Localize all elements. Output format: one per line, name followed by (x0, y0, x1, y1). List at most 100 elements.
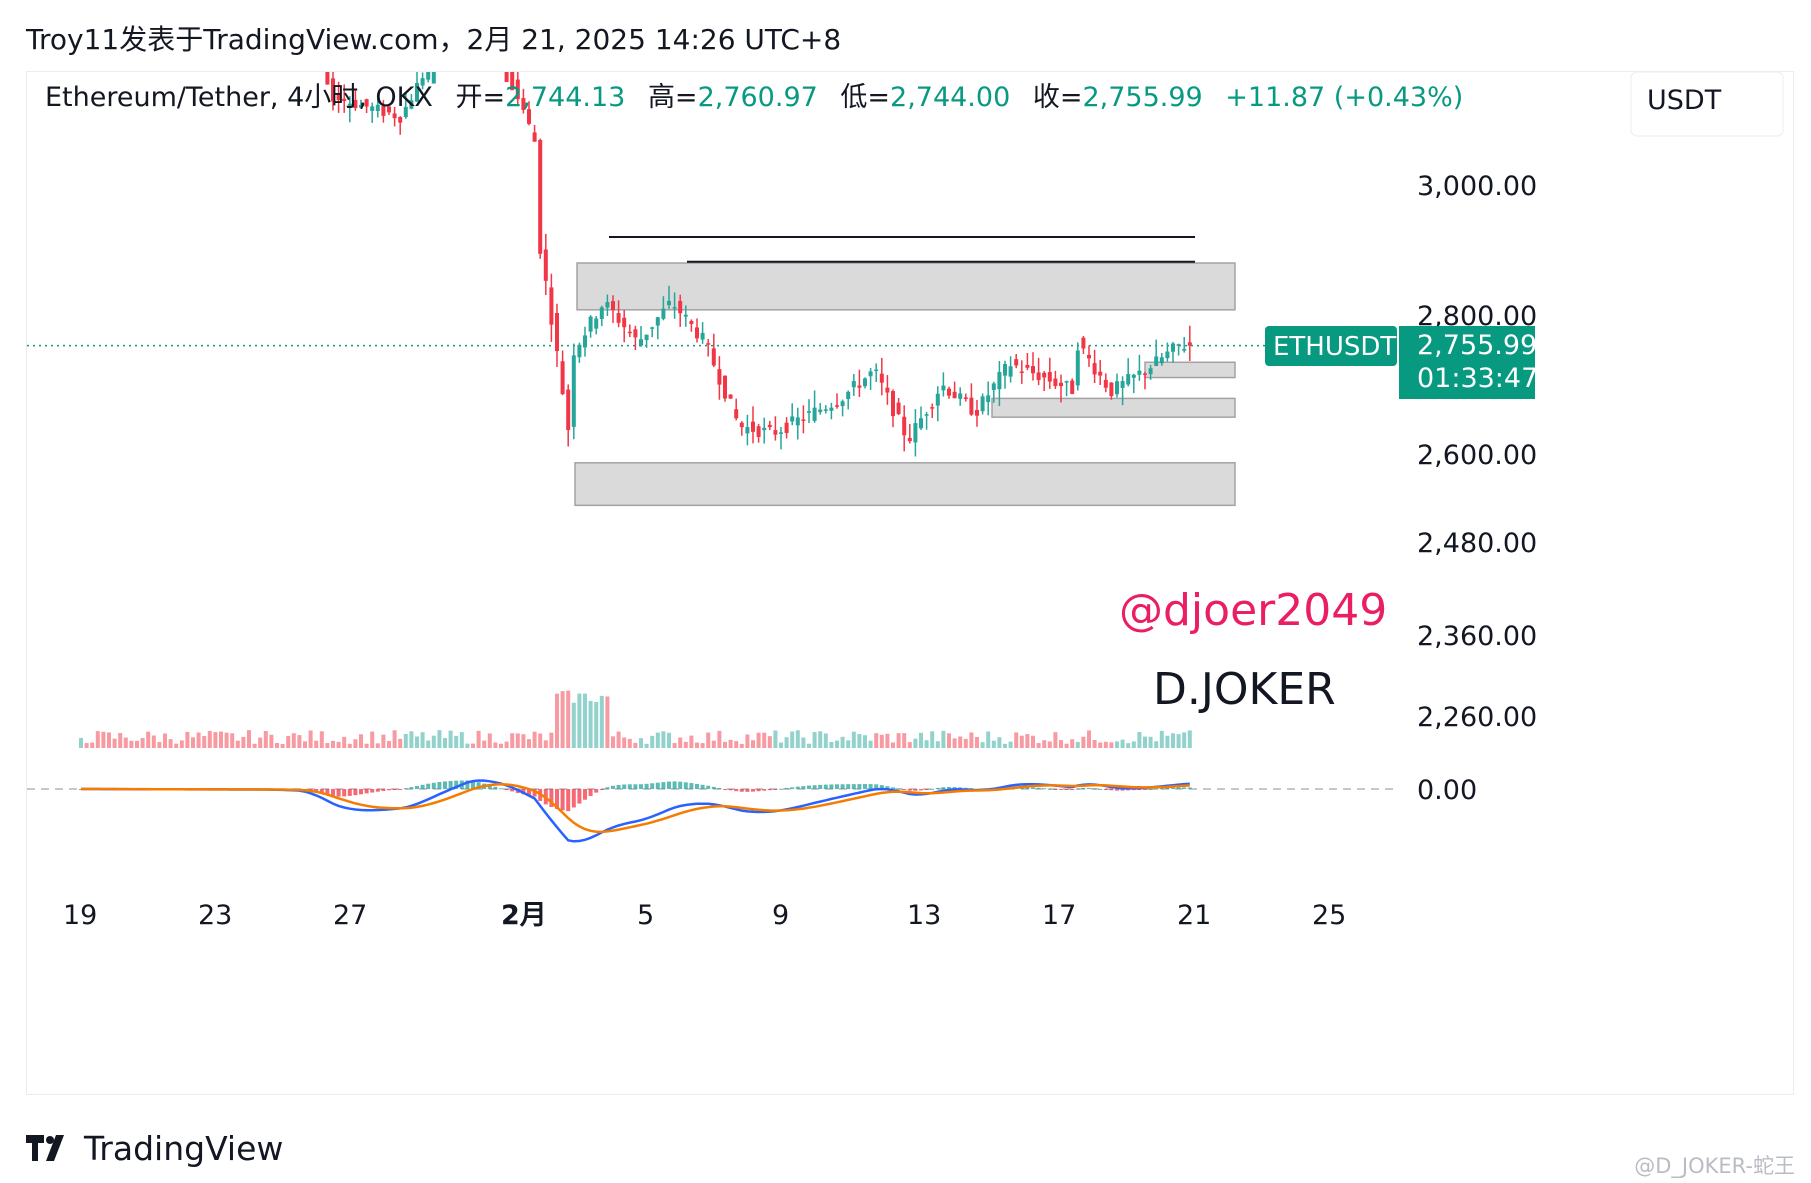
volume-bar (1003, 743, 1007, 748)
macd-histogram-bar (1098, 788, 1103, 790)
volume-bar (168, 739, 173, 748)
volume-bar (426, 740, 431, 748)
tradingview-brand: TradingView (84, 1128, 284, 1168)
volume-bar (941, 730, 946, 748)
volume-bar (975, 736, 979, 748)
volume-bar (1126, 743, 1131, 748)
volume-bar (437, 730, 442, 748)
currency-label: USDT (1647, 85, 1722, 116)
volume-bar (952, 738, 957, 748)
macd-histogram-bar (1143, 789, 1147, 790)
volume-bar (650, 735, 655, 748)
volume-bar (118, 732, 123, 748)
candle-body (958, 393, 963, 399)
candle-body (1182, 348, 1187, 351)
volume-bar (504, 741, 509, 748)
candle-body (555, 313, 559, 352)
volume-bar (1070, 739, 1075, 748)
author-handle: @djoer2049 (1119, 585, 1387, 636)
volume-bar (230, 733, 235, 748)
chart-panel[interactable]: 3,000.00 2,800.00 2,600.00 2,480.00 2,360.00… (26, 71, 1794, 1095)
volume-bar (840, 736, 845, 748)
macd-histogram-bar (499, 788, 503, 790)
x-tick-label: 5 (637, 900, 654, 931)
macd-histogram-bar (700, 784, 705, 789)
volume-bar (751, 740, 755, 748)
candle-body (767, 424, 772, 428)
y-tick-label: 2,260.00 (1417, 702, 1537, 733)
currency-button[interactable] (1630, 72, 1784, 137)
macd-histogram-bar (672, 781, 677, 789)
price-tag-countdown: 01:33:47 (1417, 363, 1538, 394)
candle-body (1025, 364, 1030, 368)
chart-canvas[interactable]: 3,000.002,800.002,600.002,480.002,360.00… (27, 72, 1793, 1094)
macd-histogram-bar (683, 782, 688, 789)
volume-bar (325, 743, 330, 748)
volume-bar (398, 738, 403, 748)
macd-histogram-bar (1182, 787, 1187, 789)
volume-bar (622, 737, 627, 748)
tradingview-logo[interactable]: TradingView (26, 1128, 283, 1168)
volume-bar (275, 742, 279, 748)
volume-bar (807, 743, 811, 748)
volume-bar (695, 742, 699, 748)
macd-histogram-bar (952, 787, 957, 789)
y-tick-label: 2,480.00 (1417, 528, 1537, 559)
volume-bar (387, 741, 391, 748)
candle-body (1064, 381, 1069, 383)
volume-bar (1159, 730, 1164, 748)
candle-body (857, 385, 862, 388)
volume-bar (521, 734, 526, 748)
macd-histogram-bar (1025, 786, 1030, 789)
candle-body (431, 72, 436, 84)
macd-histogram-bar (1081, 787, 1086, 789)
volume-bar (823, 733, 828, 748)
volume-bar (1031, 735, 1035, 748)
volume-bar (930, 731, 935, 748)
volume-bar (616, 731, 621, 748)
candle-body (975, 409, 979, 416)
volume-bar (549, 732, 554, 748)
x-tick-label: 13 (907, 900, 941, 931)
volume-bar (258, 737, 263, 748)
candle-body (364, 99, 369, 107)
support-resistance-zone (576, 262, 1236, 311)
volume-bar (1053, 732, 1058, 748)
candle-body (779, 432, 783, 434)
macd-histogram-bar (577, 789, 582, 804)
candle-body (1008, 366, 1013, 377)
volume-bar (913, 738, 918, 748)
candle-body (784, 422, 789, 433)
volume-bar (163, 733, 167, 748)
volume-bar (1187, 730, 1192, 748)
macd-histogram-bar (633, 784, 638, 789)
volume-bar (415, 736, 419, 748)
volume-bar (986, 731, 991, 748)
candle-body (515, 79, 520, 100)
candle-body (835, 405, 839, 407)
candle-body (728, 394, 733, 399)
macd-histogram-bar (851, 784, 856, 789)
macd-histogram-bar (493, 786, 498, 789)
candle-body (342, 98, 347, 102)
volume-bar (174, 743, 179, 748)
volume-bar (247, 730, 251, 748)
volume-bar (947, 733, 951, 748)
candle-body (1109, 382, 1114, 397)
volume-bar (857, 734, 862, 748)
y-tick-label: 3,000.00 (1417, 171, 1537, 202)
volume-bar (571, 702, 576, 748)
volume-bar (375, 743, 380, 748)
candle-body (655, 317, 660, 326)
macd-histogram-bar (773, 789, 778, 790)
volume-bar (605, 696, 610, 748)
macd-histogram-bar (913, 789, 918, 791)
candle-body (549, 287, 554, 325)
volume-bar (454, 735, 459, 748)
macd-histogram-bar (1171, 787, 1175, 789)
macd-histogram-bar (443, 781, 447, 789)
macd-histogram-bar (336, 789, 341, 797)
macd-histogram-bar (319, 789, 324, 794)
volume-bar (79, 737, 83, 748)
candle-body (1131, 374, 1136, 378)
